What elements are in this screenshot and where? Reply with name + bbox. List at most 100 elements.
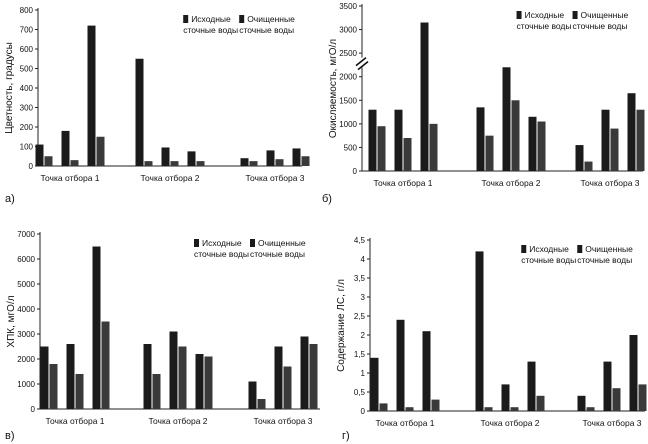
bar-treated-wastewater — [275, 159, 284, 166]
y-tick-label: 6000 — [17, 255, 35, 264]
panel-label: в) — [5, 430, 15, 442]
bar-raw-wastewater — [87, 25, 96, 166]
y-tick-label: 3000 — [339, 26, 357, 35]
group-label: Точка отбора 3 — [582, 418, 641, 428]
bar-raw-wastewater — [292, 148, 301, 166]
bar-treated-wastewater — [301, 156, 310, 166]
bar-raw-wastewater — [603, 361, 612, 411]
legend-swatch — [250, 239, 255, 247]
bar-treated-wastewater — [377, 126, 386, 171]
y-tick-label: 0,5 — [354, 388, 366, 397]
bar-treated-wastewater — [584, 161, 593, 171]
bar-treated-wastewater — [44, 156, 53, 166]
y-axis-title: Окисляемость, мгО/л — [328, 39, 339, 138]
legend-swatch — [572, 11, 578, 19]
bar-raw-wastewater — [266, 150, 275, 166]
bar-treated-wastewater — [612, 388, 621, 411]
bar-raw-wastewater — [394, 109, 403, 171]
bar-treated-wastewater — [96, 136, 105, 166]
bar-raw-wastewater — [143, 344, 152, 409]
chart-panel-3: 0 1000 2000 3000 4000 5000 6000 7000 ХПК, мгО/л Т… — [5, 230, 320, 442]
y-tick-label: 2 — [361, 331, 366, 340]
bar-raw-wastewater — [420, 22, 429, 171]
bar-raw-wastewater — [300, 336, 309, 409]
legend-label-line-1: Очищенные — [585, 244, 633, 254]
y-tick-label: 0 — [361, 407, 366, 416]
y-tick-label: 1500 — [339, 96, 357, 105]
legend-label-line-2: сточные воды — [183, 25, 238, 35]
bar-raw-wastewater — [627, 93, 636, 171]
bar-raw-wastewater — [248, 381, 257, 409]
bar-raw-wastewater — [35, 144, 44, 166]
legend-label-line-2: сточные воды — [517, 21, 572, 31]
panel-label: г) — [342, 430, 350, 442]
group-label: Точка отбора 1 — [375, 418, 434, 428]
bar-treated-wastewater — [49, 364, 58, 409]
bar-treated-wastewater — [152, 374, 161, 409]
bar-raw-wastewater — [577, 395, 586, 411]
bar-raw-wastewater — [274, 346, 283, 409]
bar-treated-wastewater — [537, 121, 546, 171]
bar-treated-wastewater — [309, 344, 318, 409]
bar-raw-wastewater — [422, 331, 431, 411]
group-label: Точка отбора 3 — [245, 173, 304, 183]
y-tick-label: 1000 — [339, 120, 357, 129]
y-tick-label: 0 — [29, 162, 34, 171]
y-tick-label: 400 — [20, 84, 34, 93]
bar-raw-wastewater — [135, 58, 144, 166]
legend-label-line-1: Исходные — [525, 10, 565, 20]
legend-label-line-2: сточные воды — [250, 249, 305, 259]
y-tick-label: 3500 — [339, 2, 357, 11]
legend-label-line-1: Исходные — [202, 238, 242, 248]
bar-treated-wastewater — [283, 366, 292, 409]
y-tick-label: 200 — [20, 123, 34, 132]
group-label: Точка отбора 2 — [140, 173, 199, 183]
y-tick-label: 4 — [361, 255, 366, 264]
bar-raw-wastewater — [528, 116, 537, 171]
bar-raw-wastewater — [187, 151, 196, 166]
y-tick-label: 0 — [353, 167, 358, 176]
group-label: Точка отбора 1 — [40, 173, 99, 183]
bar-treated-wastewater — [196, 161, 205, 166]
bar-treated-wastewater — [379, 403, 388, 411]
bar-raw-wastewater — [476, 107, 485, 171]
panel-label: а) — [5, 193, 15, 205]
chart-panel-1: 0 100 200 300 400 500 600 700 800 Цветность, град… — [4, 6, 310, 205]
bar-treated-wastewater — [75, 374, 84, 409]
legend-swatch — [183, 15, 189, 23]
legend-swatch — [521, 245, 527, 253]
legend-swatch — [194, 239, 199, 247]
bar-treated-wastewater — [636, 109, 645, 171]
y-tick-label: 0 — [31, 405, 36, 414]
bar-treated-wastewater — [586, 407, 595, 411]
bar-treated-wastewater — [484, 407, 493, 411]
legend-label-line-2: сточные воды — [194, 249, 249, 259]
bar-raw-wastewater — [66, 344, 75, 409]
bar-raw-wastewater — [368, 109, 377, 171]
y-tick-label: 800 — [20, 6, 34, 15]
legend-label-line-2: сточные воды — [573, 21, 628, 31]
bar-raw-wastewater — [501, 384, 510, 411]
y-tick-label: 2500 — [339, 49, 357, 58]
y-tick-label: 2000 — [339, 73, 357, 82]
legend-swatch — [239, 15, 245, 23]
bar-raw-wastewater — [629, 335, 638, 411]
legend-label-line-2: сточные воды — [239, 25, 294, 35]
group-label: Точка отбора 3 — [580, 178, 639, 188]
y-tick-label: 5000 — [17, 280, 35, 289]
bar-treated-wastewater — [485, 135, 494, 171]
axis-break-mark — [355, 56, 367, 67]
y-tick-label: 300 — [20, 104, 34, 113]
bar-treated-wastewater — [178, 346, 187, 409]
group-label: Точка отбора 3 — [253, 416, 312, 426]
panel-label: б) — [322, 193, 332, 205]
y-tick-label: 2,5 — [354, 312, 366, 321]
bar-raw-wastewater — [575, 145, 584, 171]
y-tick-label: 100 — [20, 143, 34, 152]
bar-raw-wastewater — [527, 361, 536, 411]
bar-treated-wastewater — [610, 128, 619, 171]
legend-swatch — [516, 11, 522, 19]
bar-raw-wastewater — [169, 331, 178, 409]
legend-label-line-2: сточные воды — [521, 255, 576, 265]
